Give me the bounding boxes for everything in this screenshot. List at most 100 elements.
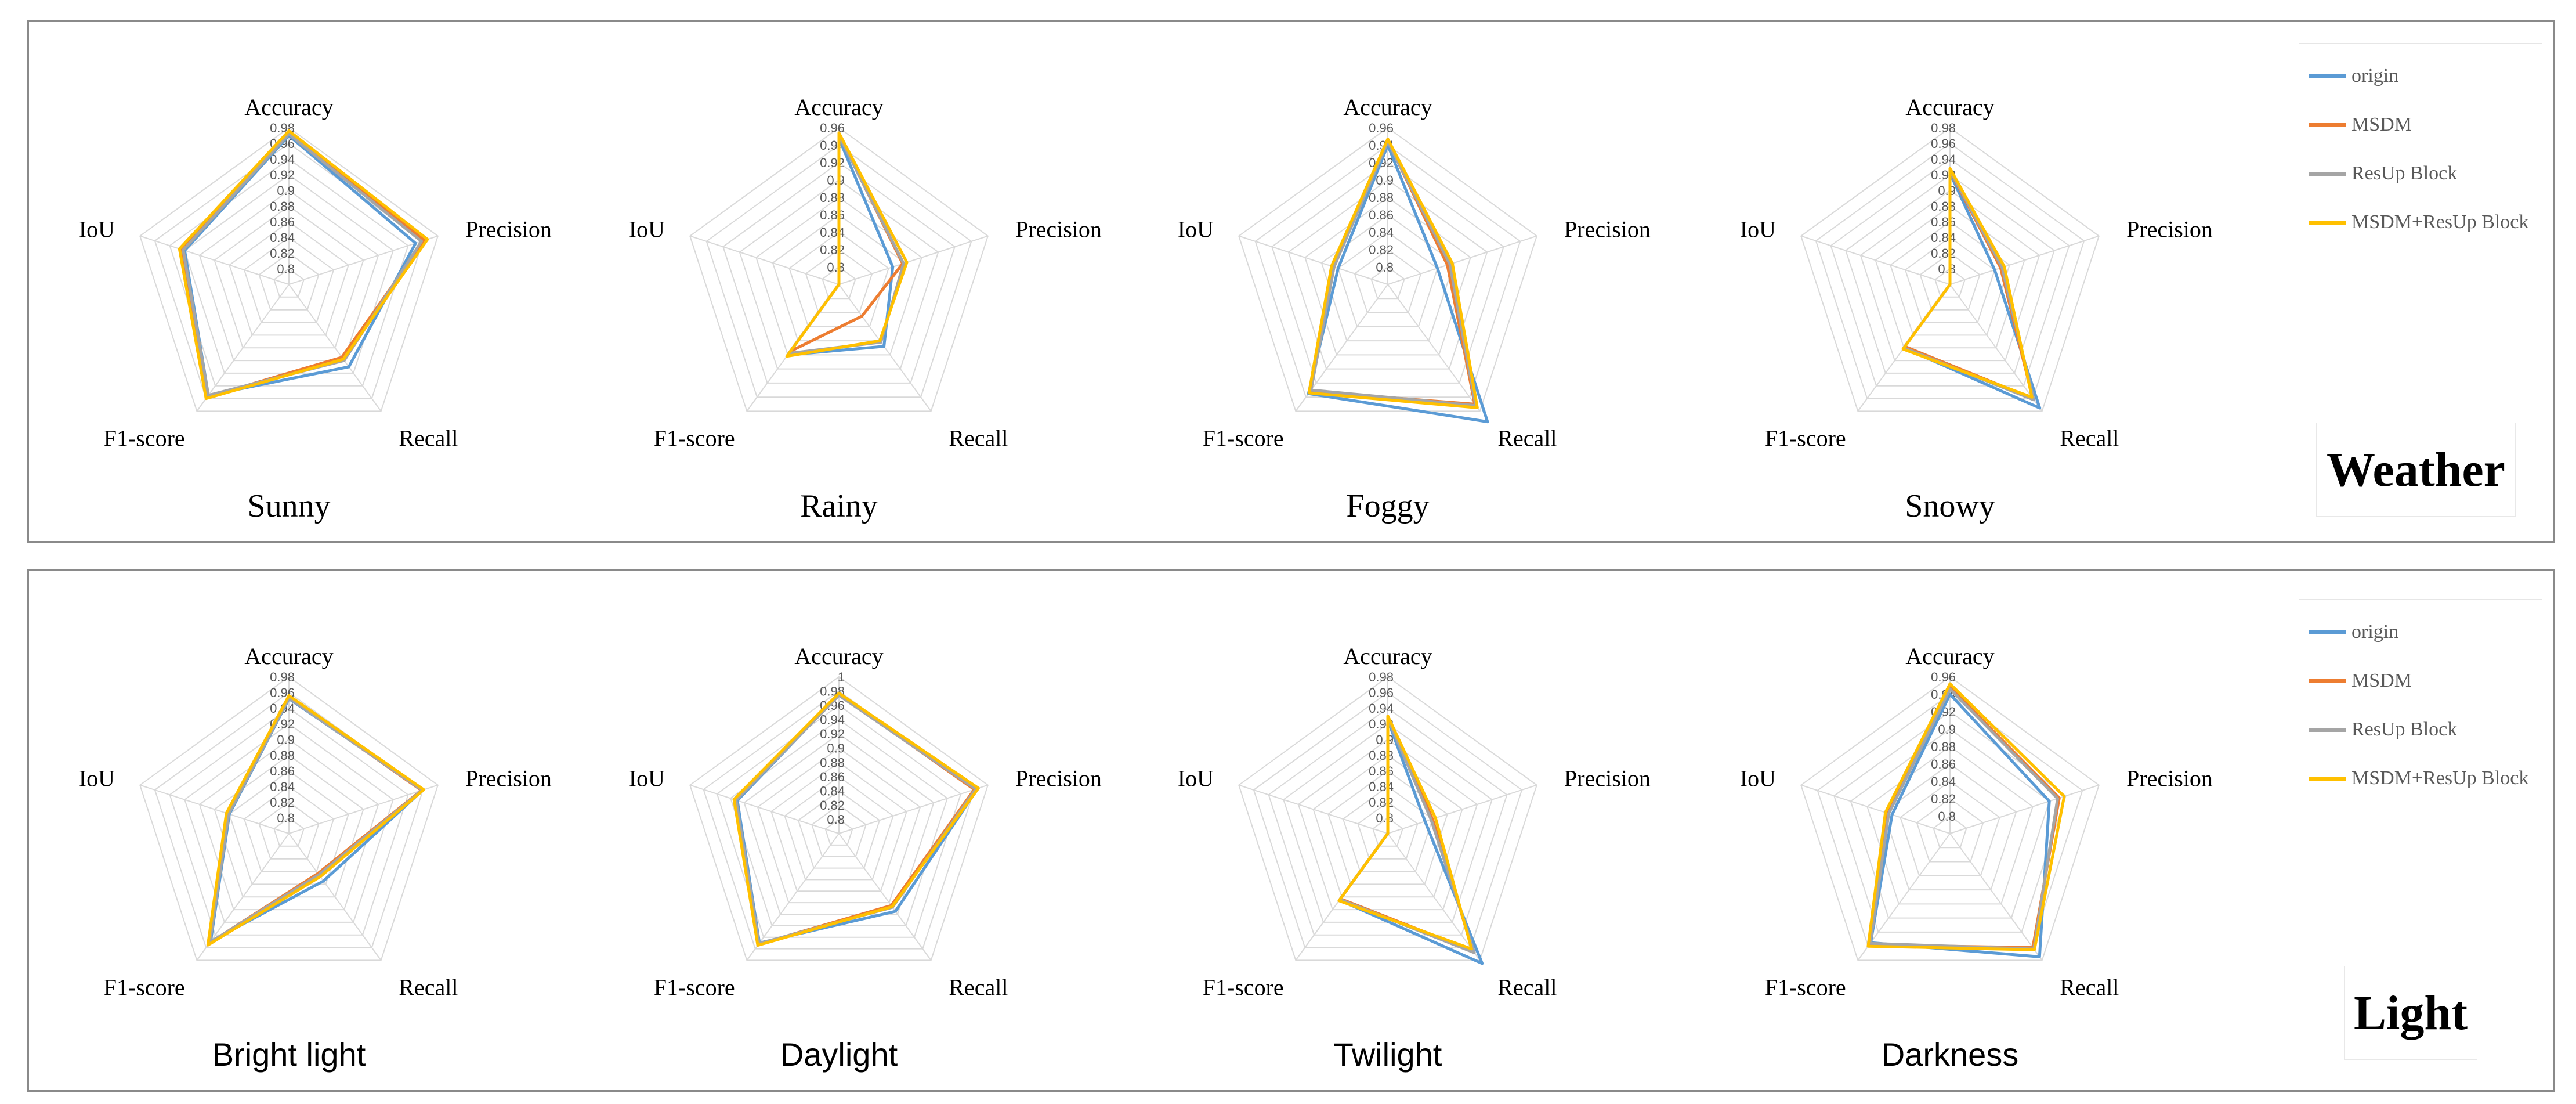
legend-item-msdm-resup-block: MSDM+ResUp Block: [2309, 211, 2528, 234]
chart-bright-light-tick-label: 0.98: [270, 670, 295, 684]
chart-darkness-spoke: [1800, 784, 1951, 834]
chart-twilight-axis-label-iou: IoU: [1178, 765, 1214, 791]
chart-foggy-tick-label: 0.88: [1369, 190, 1394, 205]
chart-darkness: 0.80.820.840.860.880.90.920.940.96Accura…: [1740, 643, 2213, 1073]
chart-bright-light-spoke: [288, 833, 382, 961]
chart-snowy-axis-label-iou: IoU: [1740, 216, 1776, 242]
chart-daylight-series-msdm-resup-block: [732, 691, 980, 947]
chart-sunny-series-msdm-resup-block: [178, 129, 429, 401]
chart-daylight-grid-ring: [811, 804, 867, 857]
chart-darkness-grid-ring: [1933, 815, 1967, 849]
chart-darkness-axis-label-iou: IoU: [1740, 765, 1776, 791]
chart-sunny-spoke: [288, 235, 439, 285]
chart-sunny-axis-label-accuracy: Accuracy: [244, 94, 333, 120]
chart-rainy-tick-label: 0.92: [820, 156, 845, 170]
chart-darkness-tick-label: 0.88: [1931, 739, 1956, 754]
chart-twilight-tick-label: 0.84: [1369, 780, 1394, 794]
chart-rainy-series-msdm-resup-block: [785, 131, 909, 358]
chart-daylight-spoke: [746, 833, 840, 961]
chart-daylight-spoke: [838, 784, 989, 834]
chart-sunny-spoke: [139, 235, 290, 285]
chart-foggy-tick-label: 0.8: [1376, 260, 1394, 275]
chart-bright-light-tick-label: 0.88: [270, 748, 295, 763]
chart-rainy-grid-ring: [739, 179, 939, 370]
legend-label: MSDM: [2351, 670, 2412, 691]
chart-daylight-tick-label: 0.84: [820, 784, 845, 798]
chart-twilight-series-msdm-resup-block: [1337, 715, 1473, 951]
chart-rainy-title: Rainy: [800, 488, 878, 524]
chart-sunny-tick-label: 0.86: [270, 215, 295, 229]
chart-daylight-axis-label-recall: Recall: [949, 975, 1008, 1001]
chart-daylight-grid-ring: [743, 733, 935, 915]
chart-snowy-tick-label: 0.94: [1931, 152, 1956, 167]
chart-foggy-grid-ring: [1337, 231, 1438, 327]
chart-twilight-tick-label: 0.9: [1376, 733, 1394, 747]
chart-darkness-axis-label-precision: Precision: [2126, 765, 2213, 791]
chart-bright-light-spoke: [288, 784, 439, 834]
chart-sunny-spoke: [288, 284, 382, 412]
legend-label: ResUp Block: [2351, 163, 2458, 184]
chart-darkness-axis-label-accuracy: Accuracy: [1905, 643, 1994, 669]
chart-foggy-tick-label: 0.86: [1369, 208, 1394, 222]
chart-snowy-axis-label-precision: Precision: [2126, 216, 2213, 242]
chart-snowy-tick-label: 0.86: [1931, 215, 1956, 229]
chart-bright-light-axis-label-recall: Recall: [399, 975, 458, 1001]
legend-label: MSDM+ResUp Block: [2351, 767, 2529, 789]
chart-bright-light-series-msdm-resup-block: [206, 694, 425, 947]
chart-snowy-tick-label: 0.88: [1931, 199, 1956, 214]
chart-bright-light-tick-label: 0.82: [270, 795, 295, 810]
chart-darkness-grid-ring: [1800, 676, 2100, 961]
chart-snowy-spoke: [1949, 235, 2100, 285]
chart-foggy-tick-label: 0.96: [1369, 121, 1394, 135]
chart-foggy: 0.80.820.840.860.880.90.920.940.96Accura…: [1178, 94, 1651, 524]
chart-bright-light-series-origin: [209, 697, 425, 943]
chart-bright-light-tick-label: 0.84: [270, 780, 295, 794]
chart-foggy-grid-ring: [1238, 127, 1537, 412]
legend-swatch: [2309, 776, 2346, 781]
chart-sunny-tick-label: 0.92: [270, 168, 295, 182]
legend-label: origin: [2351, 65, 2399, 86]
chart-snowy-grid-ring: [1934, 268, 1966, 298]
chart-bright-light-grid-ring: [169, 707, 409, 936]
chart-snowy-grid-ring: [1904, 236, 1996, 323]
chart-daylight-spoke: [689, 784, 840, 834]
chart-daylight-grid-ring: [757, 747, 921, 904]
legend-item-msdm: MSDM: [2309, 113, 2412, 136]
chart-rainy: 0.80.820.840.860.880.90.920.940.96Accura…: [629, 94, 1102, 524]
chart-foggy-series-resup-block: [1309, 140, 1478, 407]
legend-item-origin: origin: [2309, 620, 2398, 644]
chart-darkness-grid-ring: [1916, 798, 1984, 863]
chart-sunny-tick-label: 0.82: [270, 246, 295, 261]
chart-darkness-title: Darkness: [1882, 1036, 2019, 1073]
chart-foggy-grid-ring: [1354, 248, 1422, 313]
chart-rainy-grid-ring: [822, 266, 856, 300]
legend-item-origin: origin: [2309, 64, 2398, 88]
chart-bright-light-title: Bright light: [212, 1036, 366, 1073]
chart-snowy-spoke: [1800, 235, 1951, 285]
chart-darkness-tick-label: 0.82: [1931, 792, 1956, 806]
chart-rainy-axis-label-recall: Recall: [949, 425, 1008, 452]
chart-snowy-tick-label: 0.84: [1931, 230, 1956, 245]
chart-rainy-tick-label: 0.84: [820, 225, 845, 240]
chart-sunny-grid-ring: [139, 127, 439, 412]
chart-bright-light-axis-label-iou: IoU: [79, 765, 115, 791]
chart-daylight-tick-label: 0.92: [820, 727, 845, 741]
chart-snowy-axis-label-f1-score: F1-score: [1765, 425, 1846, 452]
chart-rainy-grid-ring: [689, 127, 989, 412]
legend-swatch: [2309, 122, 2346, 127]
chart-sunny-spoke: [196, 284, 290, 412]
chart-twilight-tick-label: 0.82: [1369, 795, 1394, 810]
chart-rainy-axis-label-iou: IoU: [629, 216, 665, 242]
chart-daylight-grid-ring: [784, 775, 894, 881]
legend-item-msdm: MSDM: [2309, 669, 2412, 692]
chart-rainy-tick-label: 0.88: [820, 190, 845, 205]
chart-darkness-spoke: [1949, 833, 2043, 961]
chart-sunny-tick-label: 0.88: [270, 199, 295, 214]
chart-sunny-grid-ring: [258, 252, 320, 311]
chart-twilight-grid-ring: [1268, 707, 1508, 936]
chart-bright-light: 0.80.820.840.860.880.90.920.940.960.98Ac…: [79, 643, 552, 1073]
chart-sunny-grid-ring: [169, 158, 409, 387]
weather-legend: origin MSDM ResUp Block MSDM+ResUp Block: [2299, 43, 2542, 240]
chart-sunny-grid-ring: [214, 205, 364, 349]
chart-sunny-grid-ring: [243, 236, 335, 323]
